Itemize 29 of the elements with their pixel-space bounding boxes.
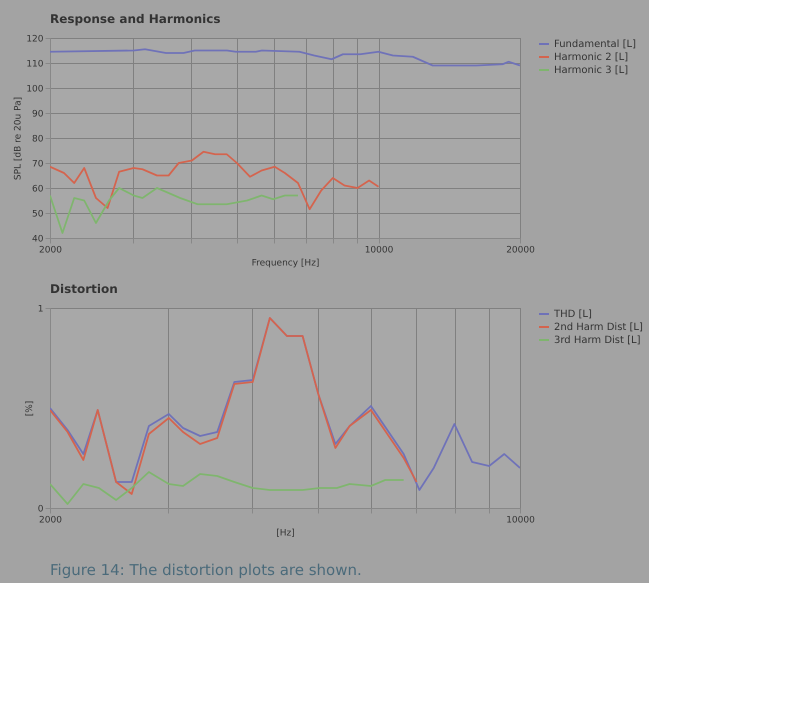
y-tick-label: 100 xyxy=(26,84,44,94)
y-tick-label: 1 xyxy=(38,304,44,314)
chart-title: Response and Harmonics xyxy=(50,12,220,26)
y-tick-label: 80 xyxy=(32,134,44,144)
y-tick-label: 60 xyxy=(32,184,44,194)
y-tick-label: 0 xyxy=(38,504,44,514)
y-tick-label: 50 xyxy=(32,210,44,220)
x-axis-title: Frequency [Hz] xyxy=(252,258,320,268)
y-tick-label: 90 xyxy=(32,110,44,120)
legend-label: 3rd Harm Dist [L] xyxy=(554,335,641,346)
legend-label: Fundamental [L] xyxy=(554,39,636,50)
x-tick-label: 10000 xyxy=(364,246,394,256)
caption: Figure 14: The distortion plots are shown. xyxy=(50,561,362,579)
legend-label: Harmonic 2 [L] xyxy=(554,52,628,63)
x-tick-label: 10000 xyxy=(506,516,536,526)
x-axis-title: [Hz] xyxy=(276,528,295,538)
y-tick-label: 70 xyxy=(32,160,44,170)
y-axis-title: [%] xyxy=(24,400,35,416)
legend-label: 2nd Harm Dist [L] xyxy=(554,322,643,333)
legend-label: Harmonic 3 [L] xyxy=(554,65,628,76)
legend-label: THD [L] xyxy=(553,309,592,320)
x-tick-label: 20000 xyxy=(506,246,536,256)
y-tick-label: 110 xyxy=(26,60,44,70)
chart-title: Distortion xyxy=(50,282,118,296)
y-tick-label: 120 xyxy=(26,34,44,44)
y-axis-title: SPL [dB re 20u Pa] xyxy=(13,96,24,180)
x-tick-label: 2000 xyxy=(39,246,62,256)
y-tick-label: 40 xyxy=(32,234,44,244)
x-tick-label: 2000 xyxy=(39,516,62,526)
